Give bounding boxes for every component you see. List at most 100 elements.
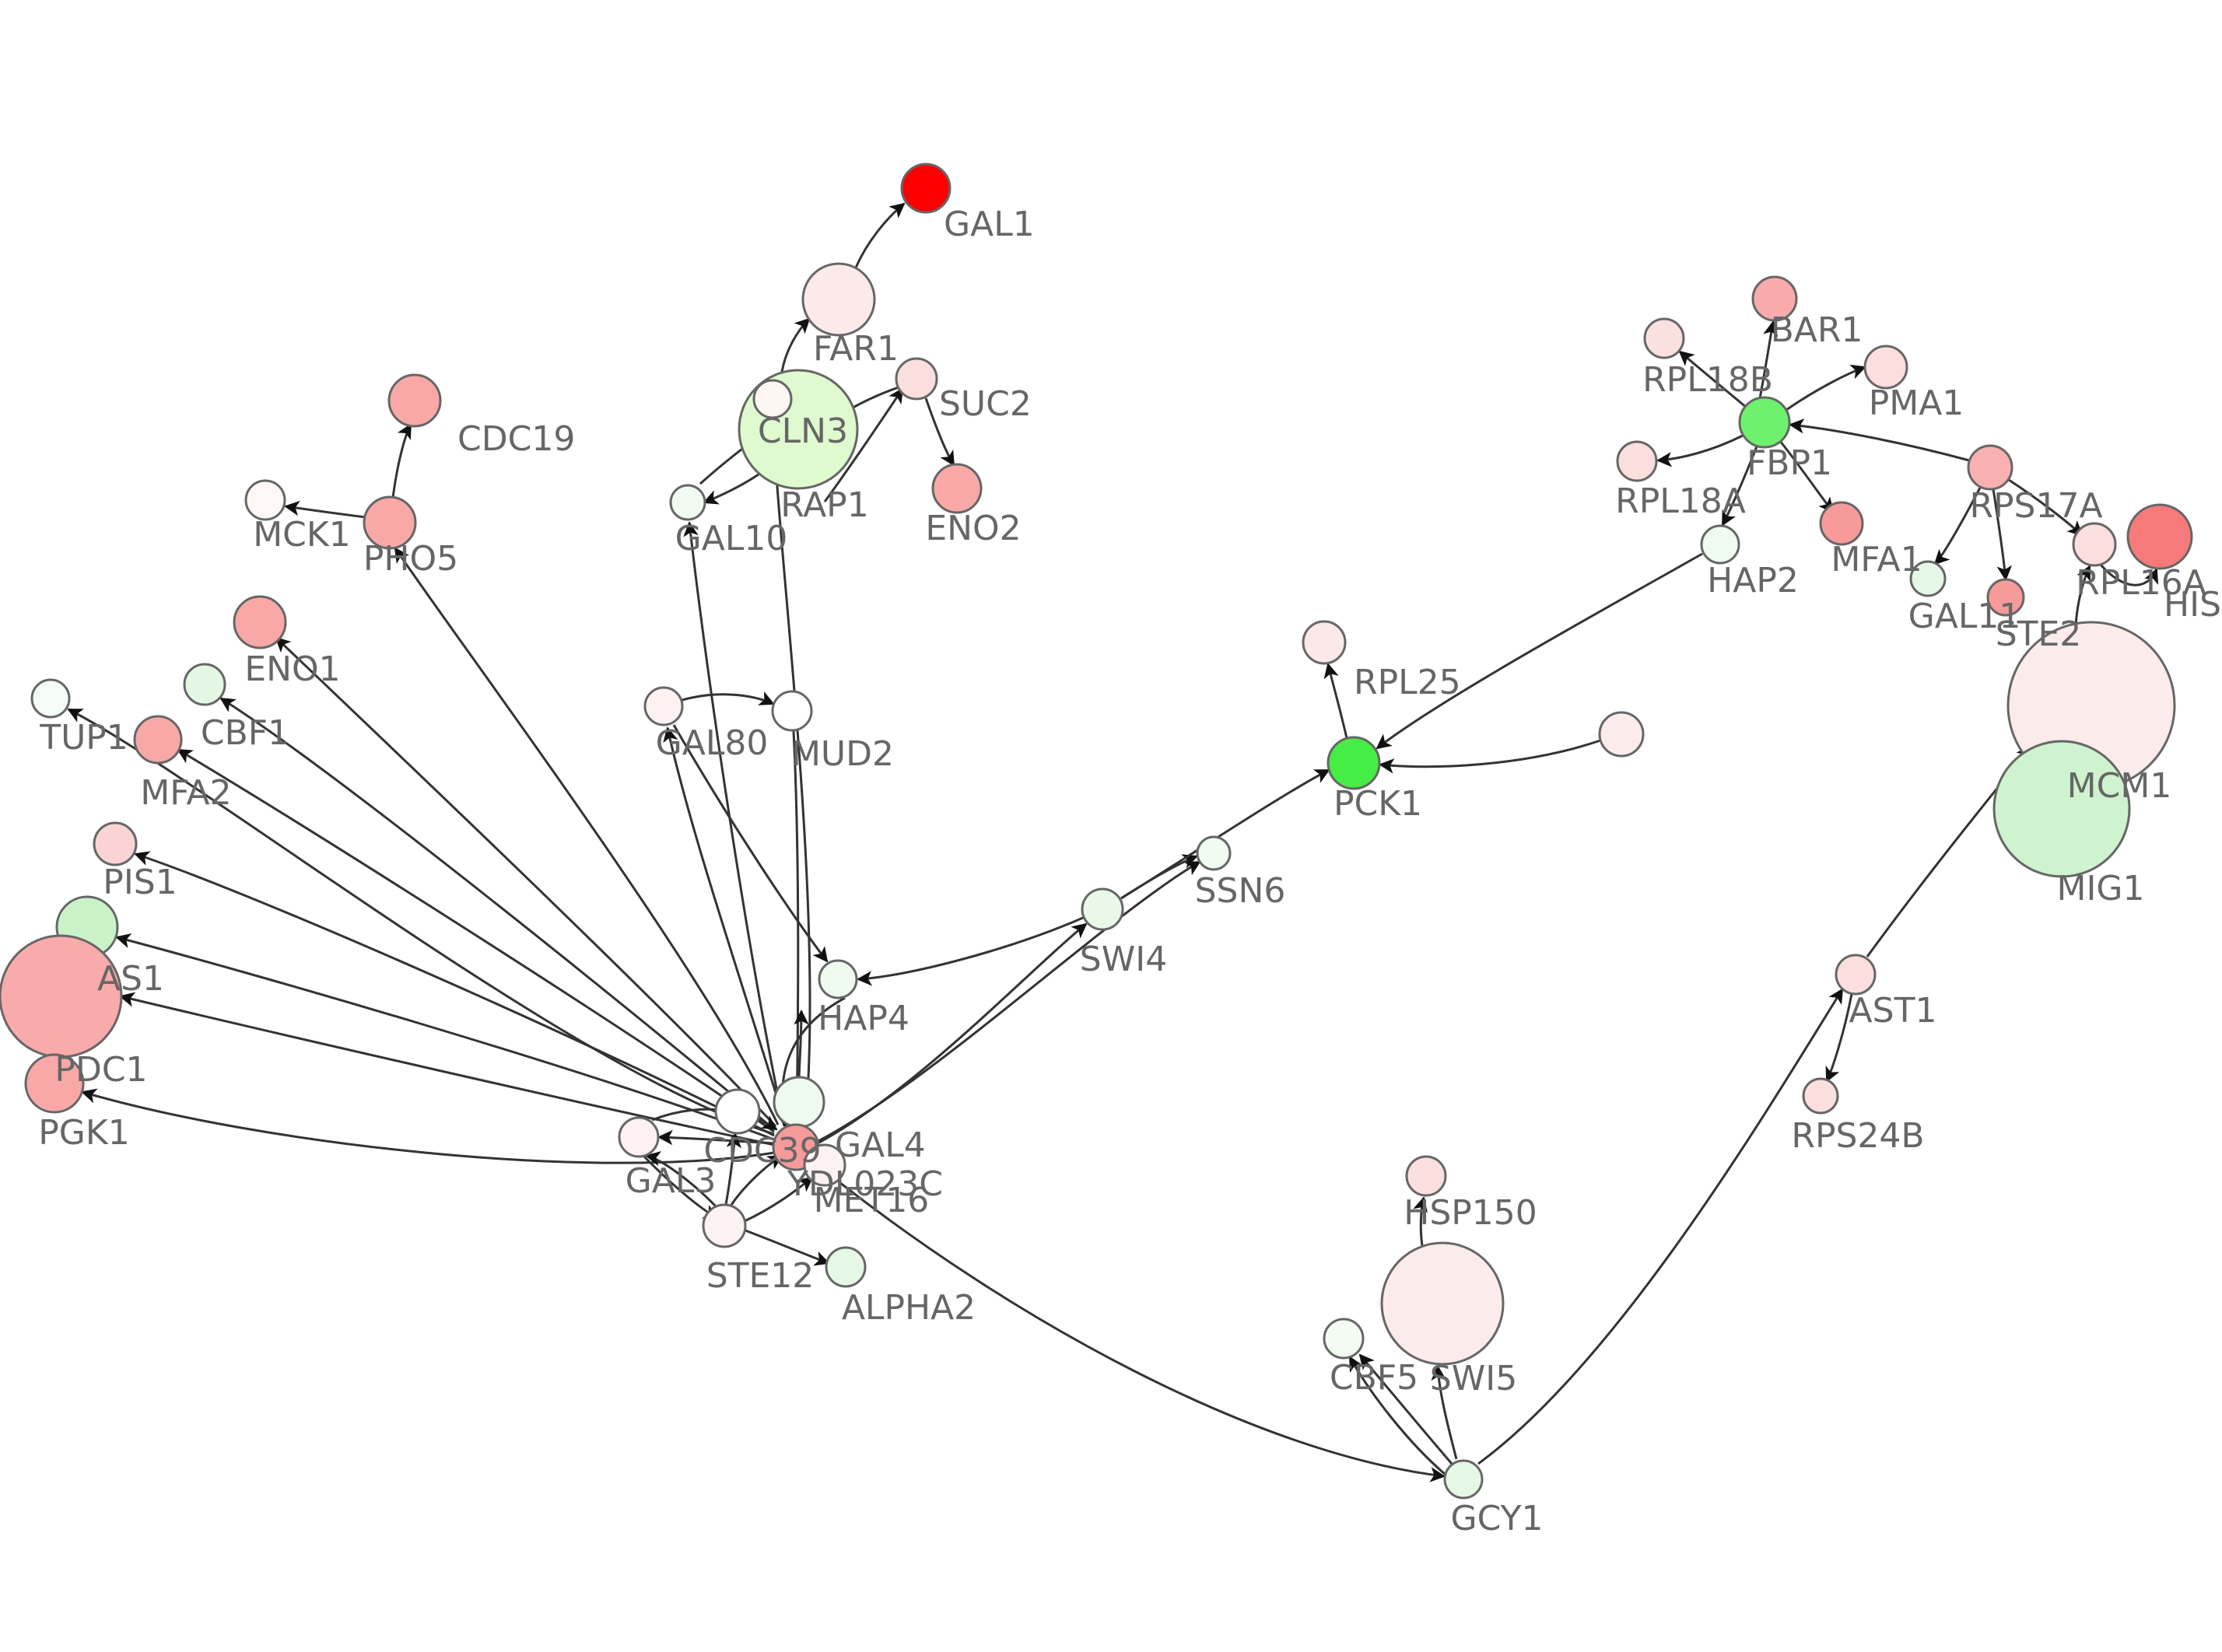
edge-mud2-to-gal4 <box>789 730 804 1125</box>
edge-far1-to-gal1 <box>854 202 906 268</box>
node-label-ydl023c: YDL023C <box>787 1164 943 1204</box>
node-label-bar1: BAR1 <box>1771 310 1863 350</box>
edge-pho5-to-mck1 <box>284 500 366 519</box>
edge-met16-to-gal4 <box>794 1010 809 1078</box>
edge-gal80-to-hap4 <box>672 724 829 963</box>
node-gal3[interactable] <box>618 1116 660 1158</box>
node-rpl18a[interactable] <box>1616 440 1658 482</box>
edge-cln3-to-gal10 <box>703 473 759 505</box>
node-label-mck1: MCK1 <box>253 515 351 555</box>
node-hsp150[interactable] <box>1405 1155 1447 1197</box>
edge-gal4-to-gal10 <box>683 521 786 1127</box>
node-unlbl1[interactable] <box>1598 711 1645 758</box>
node-gal11[interactable] <box>1909 560 1947 597</box>
edge-gcy1-to-ast1 <box>1477 988 1844 1465</box>
node-swi4[interactable] <box>1081 887 1124 931</box>
node-swi5[interactable] <box>1380 1241 1505 1366</box>
node-label-mfa2: MFA2 <box>140 773 231 813</box>
node-alpha2[interactable] <box>825 1246 867 1288</box>
node-pma1[interactable] <box>1863 345 1908 390</box>
edge-gal4-to-gal80 <box>663 726 787 1127</box>
node-mud2[interactable] <box>771 690 813 732</box>
node-met16[interactable] <box>773 1076 825 1129</box>
edge-ste12-to-alpha2 <box>745 1229 830 1266</box>
node-label-alpha2: ALPHA2 <box>842 1288 976 1328</box>
node-label-his4: HIS4 <box>2164 585 2222 625</box>
node-label-gal10: GAL10 <box>675 519 788 558</box>
node-label-eno2: ENO2 <box>925 509 1021 548</box>
node-rps24b[interactable] <box>1802 1077 1839 1115</box>
node-pho5[interactable] <box>363 495 417 550</box>
node-tup1[interactable] <box>30 678 71 719</box>
edge-pck1-to-rpl25 <box>1323 663 1348 739</box>
edge-gal4-to-ssn6 <box>816 860 1201 1143</box>
node-ste2[interactable] <box>1986 578 2025 617</box>
node-gal1[interactable] <box>900 163 952 214</box>
node-label-mig1: MIG1 <box>2056 869 2144 908</box>
node-gcy1[interactable] <box>1443 1459 1484 1500</box>
node-ast1[interactable] <box>1835 954 1877 996</box>
node-label-ssn6: SSN6 <box>1195 871 1286 911</box>
node-cdc19[interactable] <box>387 373 442 428</box>
node-label-hsp150: HSP150 <box>1404 1193 1537 1233</box>
node-hap2[interactable] <box>1700 524 1740 565</box>
node-gal80[interactable] <box>643 686 684 726</box>
node-label-rpl18b: RPL18B <box>1642 360 1773 400</box>
edge-rps17a-to-ste2 <box>1992 488 2012 581</box>
edge-gal4-to-eno1 <box>275 636 777 1128</box>
node-cbf1[interactable] <box>183 663 226 706</box>
node-fbp1[interactable] <box>1738 396 1791 449</box>
node-rpl18b[interactable] <box>1643 317 1685 359</box>
node-pgk1[interactable] <box>24 1053 85 1114</box>
node-rap1[interactable] <box>752 379 793 419</box>
node-ydl023c[interactable] <box>803 1143 846 1187</box>
edge-gcy1-to-cbf5 <box>1348 1356 1446 1476</box>
node-label-ste12: STE12 <box>706 1256 815 1296</box>
node-eno2[interactable] <box>931 463 983 514</box>
node-label-gas1: AS1 <box>97 959 164 999</box>
node-pis1[interactable] <box>93 821 138 866</box>
node-eno1[interactable] <box>233 595 287 649</box>
node-mfa1[interactable] <box>1819 501 1864 546</box>
node-rps17a[interactable] <box>1967 444 2013 491</box>
node-hap4[interactable] <box>818 959 858 999</box>
node-pck1[interactable] <box>1327 736 1381 790</box>
node-label-gcy1: GCY1 <box>1451 1499 1544 1538</box>
edge-pho5-to-cdc19 <box>391 423 412 499</box>
node-ssn6[interactable] <box>1196 835 1232 871</box>
edge-rps17a-to-gal11 <box>1933 487 1982 565</box>
node-mfa2[interactable] <box>133 715 183 765</box>
node-label-suc2: SUC2 <box>939 384 1032 424</box>
node-label-cdc19: CDC19 <box>457 419 575 459</box>
node-label-mfa1: MFA1 <box>1831 540 1922 579</box>
node-cdc39[interactable] <box>714 1088 761 1135</box>
node-far1[interactable] <box>801 262 876 337</box>
node-bar1[interactable] <box>1751 275 1798 322</box>
node-cbf5[interactable] <box>1323 1318 1365 1360</box>
edge-ste12-to-ydl023c <box>744 1176 814 1223</box>
edge-rpl16a-to-his4 <box>2099 564 2159 586</box>
node-mig1[interactable] <box>1992 740 2131 878</box>
edge-rps17a-to-fbp1 <box>1789 418 1970 462</box>
node-label-eno1: ENO1 <box>244 649 340 689</box>
node-mck1[interactable] <box>244 479 286 521</box>
edge-fbp1-to-rpl18a <box>1656 434 1744 467</box>
edge-gal4-to-gcy1 <box>812 1160 1446 1482</box>
node-his4[interactable] <box>2126 503 2193 570</box>
edge-fbp1-to-pma1 <box>1786 364 1866 411</box>
node-label-hap2: HAP2 <box>1707 561 1799 600</box>
node-rpl16a[interactable] <box>2072 522 2117 567</box>
node-label-cln3: CLN3 <box>758 411 848 451</box>
node-gal10[interactable] <box>669 484 706 521</box>
edge-swi4-to-hap4 <box>857 916 1084 986</box>
edge-fbp1-to-rpl18b <box>1678 350 1747 409</box>
node-label-pho5: PHO5 <box>363 539 458 579</box>
label-layer: GAL1 FAR1 SUC2 CLN3 RAP1 ENO2 GAL10 CDC19 MCK1 PH… <box>38 205 2222 1538</box>
node-ste12[interactable] <box>702 1203 747 1248</box>
node-suc2[interactable] <box>895 357 938 401</box>
edge-fbp1-to-bar1 <box>1758 320 1779 399</box>
node-rpl25[interactable] <box>1302 620 1347 665</box>
node-label-rpl25: RPL25 <box>1354 663 1461 702</box>
node-label-cdc39: CDC39 <box>703 1131 821 1171</box>
